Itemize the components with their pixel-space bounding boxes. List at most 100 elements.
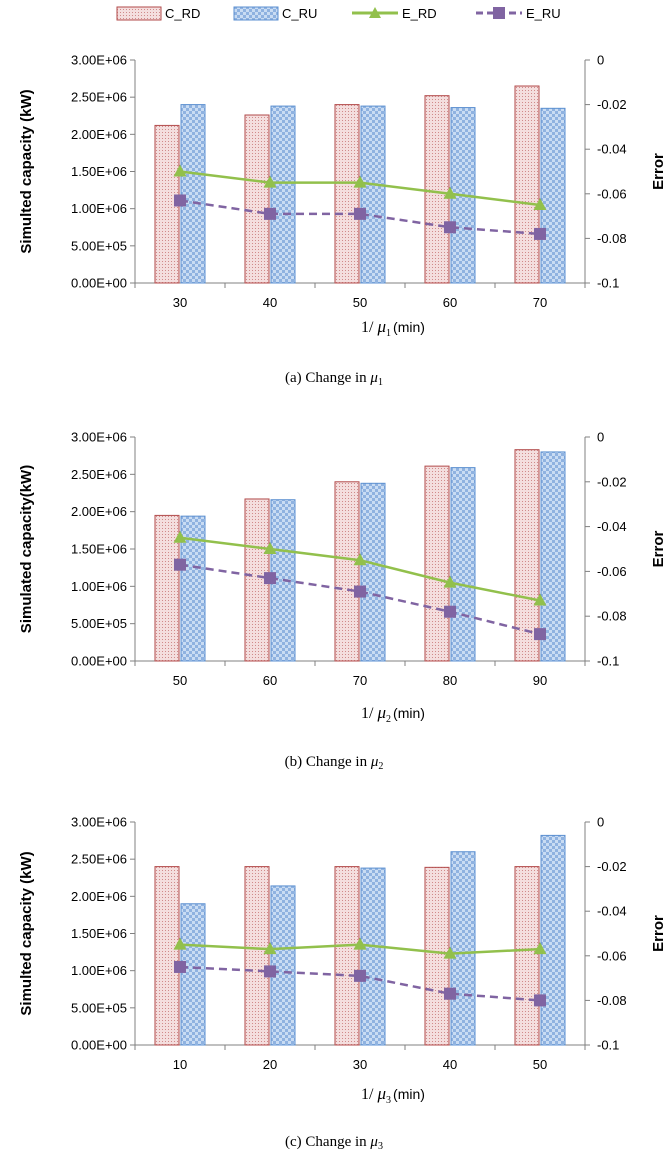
y2-tick-label: 0: [597, 815, 604, 830]
y2-tick-label: -0.08: [597, 993, 627, 1008]
y-tick-label: 0.00E+00: [71, 276, 127, 291]
bar-c-rd: [334, 866, 360, 1046]
y-axis-title: Simulted capacity (kW): [18, 851, 35, 1015]
bar-c-ru: [540, 451, 566, 662]
x-tick-label: 80: [443, 673, 457, 688]
x-tick-label: 60: [443, 295, 457, 310]
x-axis-title: 1/ μ1 (min): [361, 317, 425, 339]
y-tick-label: 2.00E+06: [71, 504, 127, 519]
point-e-rd: [353, 937, 367, 950]
legend-item-e-ru: E_RU: [476, 6, 561, 21]
legend-item-c-ru: C_RU: [233, 6, 317, 21]
bar-c-rd: [424, 465, 450, 662]
point-e-rd: [533, 942, 547, 955]
y2-tick-label: 0: [597, 430, 604, 445]
point-e-ru: [534, 994, 546, 1007]
figure-caption: (a) Change in μ1: [285, 370, 383, 388]
y-tick-label: 1.50E+06: [71, 542, 127, 557]
y-tick-label: 2.00E+06: [71, 127, 127, 142]
y-tick-label: 3.00E+06: [71, 430, 127, 445]
point-e-rd: [263, 942, 277, 955]
x-tick-label: 10: [173, 1057, 187, 1072]
y-tick-label: 5.00E+05: [71, 616, 127, 631]
bar-c-ru: [450, 467, 476, 662]
bar-c-rd: [334, 481, 360, 662]
y2-tick-label: 0: [597, 53, 604, 68]
legend-label-e-rd: E_RD: [402, 6, 437, 21]
point-e-rd: [443, 946, 457, 959]
y2-tick-label: -0.08: [597, 231, 627, 246]
y2-tick-label: -0.06: [597, 948, 627, 963]
point-e-rd: [263, 175, 277, 188]
y2-tick-label: -0.06: [597, 564, 627, 579]
bar-c-rd: [244, 114, 270, 284]
y-tick-label: 1.00E+06: [71, 579, 127, 594]
x-axis-title: 1/ μ2 (min): [361, 703, 425, 725]
y2-tick-label: -0.04: [597, 904, 627, 919]
bar-c-ru: [540, 107, 566, 284]
legend-label-e-ru: E_RU: [526, 6, 561, 21]
point-e-rd: [443, 575, 457, 588]
y2-tick-label: -0.02: [597, 97, 627, 112]
chart-mu3: 0.00E+00 5.00E+05 1.00E+06 1.50E+06 2.00E+06…: [18, 815, 667, 1153]
y-tick-label: 0.00E+00: [71, 1038, 127, 1053]
point-e-ru: [354, 585, 366, 598]
point-e-ru: [174, 558, 186, 571]
chart-mu2: 0.00E+00 5.00E+05 1.00E+06 1.50E+06 2.00E+06…: [18, 430, 667, 773]
point-e-rd: [533, 593, 547, 606]
series-line-e-ru: [179, 199, 541, 236]
figure-caption: (c) Change in μ3: [285, 1134, 383, 1152]
y-tick-label: 3.00E+06: [71, 815, 127, 830]
y2-tick-label: -0.04: [597, 519, 627, 534]
legend-swatch-c-ru: [233, 6, 279, 21]
y2-tick-label: -0.1: [597, 276, 619, 291]
y-tick-label: 5.00E+05: [71, 238, 127, 253]
x-tick-label: 20: [263, 1057, 277, 1072]
legend-label-c-ru: C_RU: [282, 6, 317, 21]
x-tick-label: 90: [533, 673, 547, 688]
y2-tick-label: -0.1: [597, 1038, 619, 1053]
x-tick-label: 50: [533, 1057, 547, 1072]
chart-mu1: 0.00E+00 5.00E+05 1.00E+06 1.50E+06 2.00E+06…: [18, 53, 667, 389]
point-e-ru: [354, 969, 366, 982]
y-tick-label: 2.00E+06: [71, 889, 127, 904]
x-tick-label: 70: [533, 295, 547, 310]
bar-c-ru: [360, 867, 386, 1046]
bar-c-ru: [180, 903, 206, 1046]
legend-marker-e-ru: [493, 7, 505, 19]
legend: C_RD C_RU E_RD E_RU: [116, 6, 561, 21]
y2-tick-label: -0.02: [597, 474, 627, 489]
bar-c-ru: [180, 104, 206, 284]
point-e-rd: [353, 175, 367, 188]
point-e-ru: [444, 221, 456, 234]
point-e-ru: [264, 207, 276, 220]
bar-c-rd: [154, 514, 180, 662]
point-e-rd: [173, 164, 187, 177]
bar-c-ru: [450, 851, 476, 1046]
bar-c-rd: [514, 866, 540, 1046]
point-e-rd: [353, 553, 367, 566]
bar-c-ru: [360, 482, 386, 662]
point-e-rd: [173, 530, 187, 543]
point-e-rd: [443, 186, 457, 199]
bar-c-ru: [360, 105, 386, 284]
x-tick-label: 40: [263, 295, 277, 310]
legend-item-c-rd: C_RD: [116, 6, 200, 21]
point-e-ru: [534, 628, 546, 641]
y2-axis-title: Error: [650, 915, 667, 952]
bar-c-rd: [154, 866, 180, 1046]
y-tick-label: 2.50E+06: [71, 852, 127, 867]
x-tick-label: 70: [353, 673, 367, 688]
y-tick-label: 3.00E+06: [71, 53, 127, 68]
bar-c-ru: [540, 834, 566, 1046]
legend-swatch-c-rd: [116, 6, 162, 21]
legend-item-e-rd: E_RD: [352, 6, 437, 21]
bar-c-ru: [270, 105, 296, 284]
point-e-ru: [264, 572, 276, 585]
point-e-rd: [263, 542, 277, 554]
y-axis-title: Simulated capacity(kW): [18, 465, 35, 633]
series-line-e-ru: [179, 965, 541, 1002]
point-e-rd: [533, 197, 547, 210]
x-tick-label: 50: [353, 295, 367, 310]
